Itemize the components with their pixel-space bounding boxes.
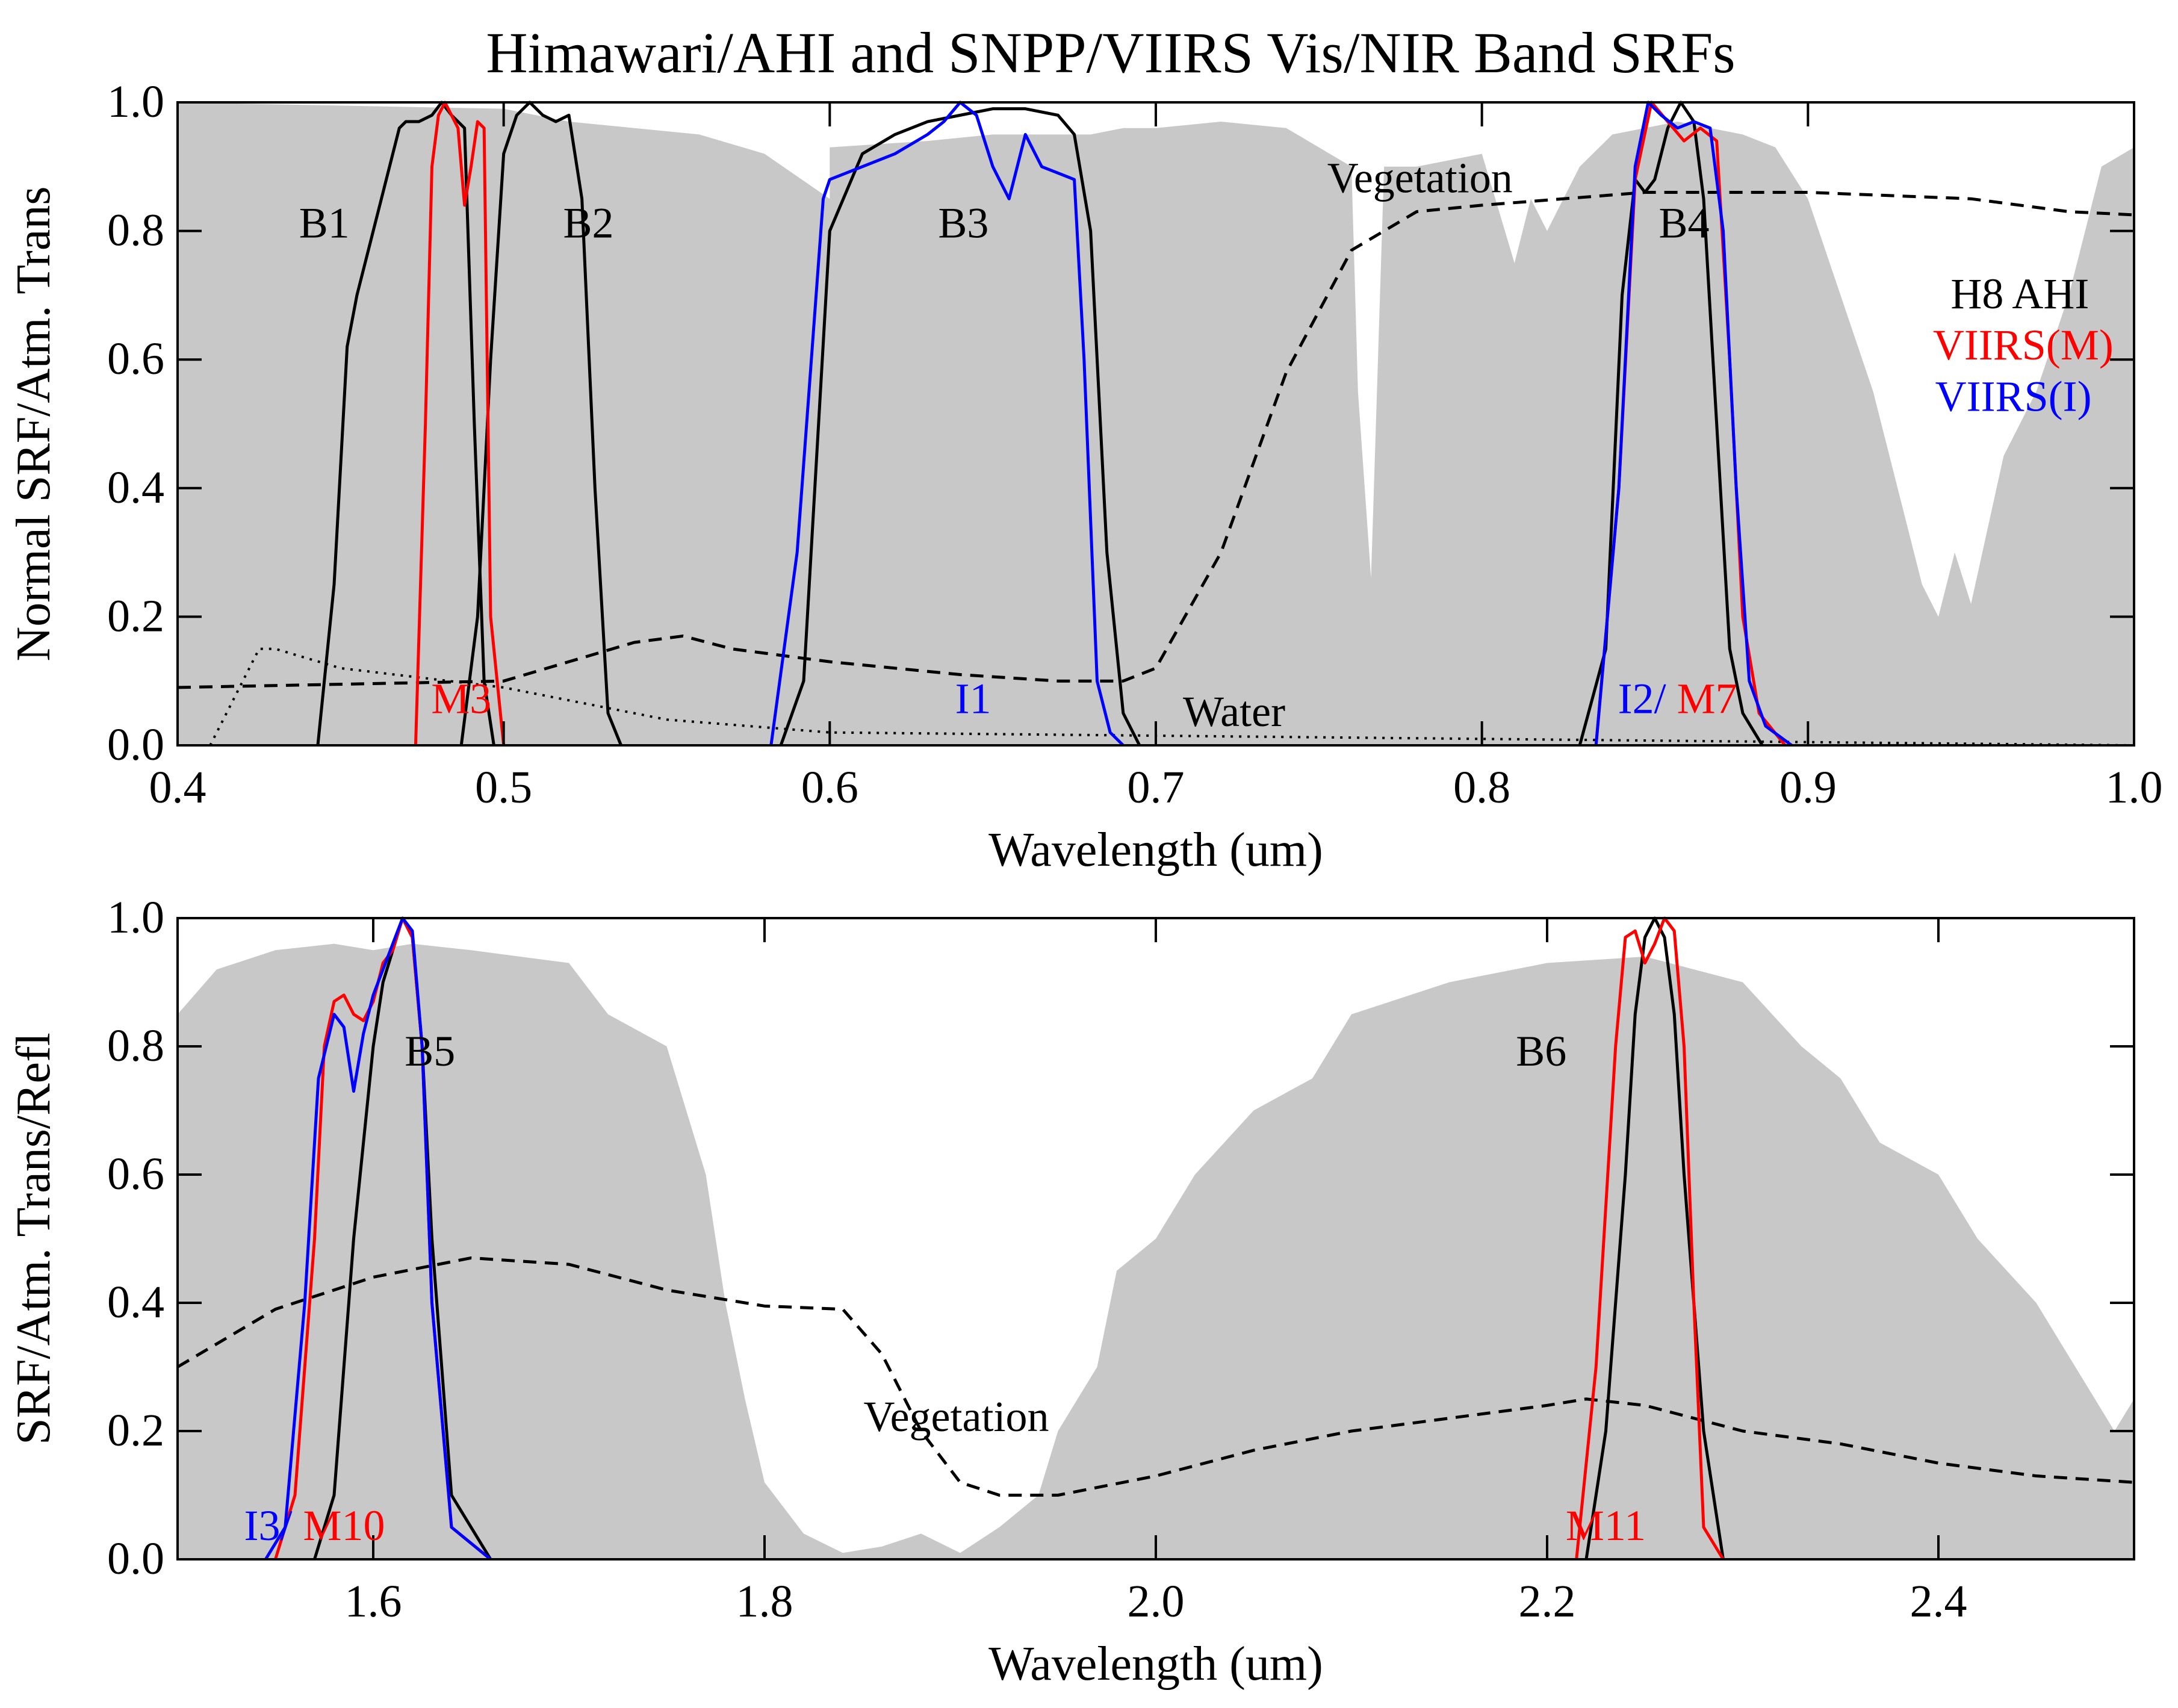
band-pair-part: M10 bbox=[303, 1501, 385, 1550]
top-panel: 0.4 0.5 0.6 0.7 0.8 0.9 1.0 0.0 0.2 0.4 0.6 0.8 1.0 W… bbox=[7, 76, 2163, 877]
y-tick-label: 0.6 bbox=[107, 1149, 164, 1199]
y-tick-label: 0.0 bbox=[107, 719, 164, 770]
y-tick-label: 0.8 bbox=[107, 205, 164, 256]
x-tick-label: 1.0 bbox=[2106, 762, 2163, 813]
y-tick-label: 0.4 bbox=[107, 1277, 164, 1328]
series-m11-line bbox=[1575, 916, 1725, 1560]
y-tick-label: 0.4 bbox=[107, 462, 164, 513]
series-m3-line bbox=[414, 101, 506, 746]
series-vegetation-line bbox=[177, 191, 2135, 689]
annotation-label: VIIRS(M) bbox=[1933, 321, 2114, 369]
annotation-label: B4 bbox=[1658, 199, 1709, 247]
annotation-label: B1 bbox=[299, 199, 350, 247]
series-b2-line bbox=[459, 101, 622, 746]
series-i3-line bbox=[264, 916, 492, 1560]
x-tick-label: 0.9 bbox=[1779, 762, 1837, 813]
annotation-label: B2 bbox=[563, 199, 613, 247]
x-tick-label: 0.7 bbox=[1128, 762, 1185, 813]
bottom-panel: 1.6 1.8 2.0 2.2 2.4 0.0 0.2 0.4 0.6 0.8 1.0 Wavelen… bbox=[7, 892, 2135, 1691]
annotation-label: Vegetation bbox=[1327, 154, 1513, 202]
band-pair-part: I2/ bbox=[1618, 675, 1677, 723]
annotation-label: Vegetation bbox=[864, 1393, 1049, 1441]
band-pair-part: M7 bbox=[1677, 675, 1737, 723]
annotation-label: M3 bbox=[431, 675, 491, 723]
series-b3-line bbox=[779, 107, 1141, 747]
x-tick-label: 2.4 bbox=[1910, 1576, 1967, 1627]
series-b4-line bbox=[1578, 101, 1764, 747]
annotation-label: B3 bbox=[938, 199, 988, 247]
x-tick-label: 0.8 bbox=[1453, 762, 1510, 813]
series-b1-line bbox=[316, 101, 495, 746]
y-tick-label: 0.2 bbox=[107, 1405, 164, 1456]
annotation-label: B6 bbox=[1516, 1027, 1566, 1075]
annotation-label: I1 bbox=[955, 675, 991, 723]
y-tick-label: 1.0 bbox=[107, 76, 164, 127]
x-tick-label: 2.0 bbox=[1128, 1576, 1185, 1627]
y-axis-label: Normal SRF/Atm. Trans bbox=[7, 186, 60, 661]
x-tick-label: 0.4 bbox=[149, 762, 206, 813]
series-vegetation-line bbox=[176, 1256, 2135, 1497]
band-pair-part: I3/ bbox=[244, 1501, 303, 1550]
series-i1-line bbox=[769, 101, 1125, 747]
y-axis-label: SRF/Atm. Trans/Refl bbox=[7, 1033, 60, 1445]
y-tick-label: 0.0 bbox=[107, 1533, 164, 1584]
x-tick-label: 0.6 bbox=[801, 762, 858, 813]
x-tick-label: 1.8 bbox=[736, 1576, 793, 1627]
atm-transmission-area bbox=[178, 943, 2134, 1559]
series-water-line bbox=[209, 647, 2135, 747]
annotation-label: H8 AHI bbox=[1950, 270, 2089, 318]
band-pair-label: I2/ M7 bbox=[1618, 675, 1737, 723]
chart-title: Himawari/AHI and SNPP/VIIRS Vis/NIR Band… bbox=[486, 20, 1735, 85]
x-axis-label: Wavelength (um) bbox=[988, 1638, 1323, 1691]
atm-transmission-area bbox=[178, 102, 2134, 745]
annotation-label: Water bbox=[1183, 688, 1285, 736]
x-tick-label: 2.2 bbox=[1519, 1576, 1576, 1627]
y-tick-label: 0.2 bbox=[107, 591, 164, 641]
band-pair-label: I3/ M10 bbox=[244, 1501, 385, 1550]
annotation-label: B5 bbox=[405, 1027, 455, 1075]
y-tick-label: 1.0 bbox=[107, 892, 164, 943]
x-tick-label: 0.5 bbox=[475, 762, 532, 813]
x-tick-label: 1.6 bbox=[345, 1576, 402, 1627]
annotation-label: VIIRS(I) bbox=[1935, 373, 2092, 421]
y-tick-label: 0.6 bbox=[107, 334, 164, 384]
x-axis-label: Wavelength (um) bbox=[988, 824, 1323, 877]
series-i2-line bbox=[1594, 101, 1793, 747]
y-tick-label: 0.8 bbox=[107, 1020, 164, 1071]
annotation-label: M11 bbox=[1566, 1501, 1646, 1550]
